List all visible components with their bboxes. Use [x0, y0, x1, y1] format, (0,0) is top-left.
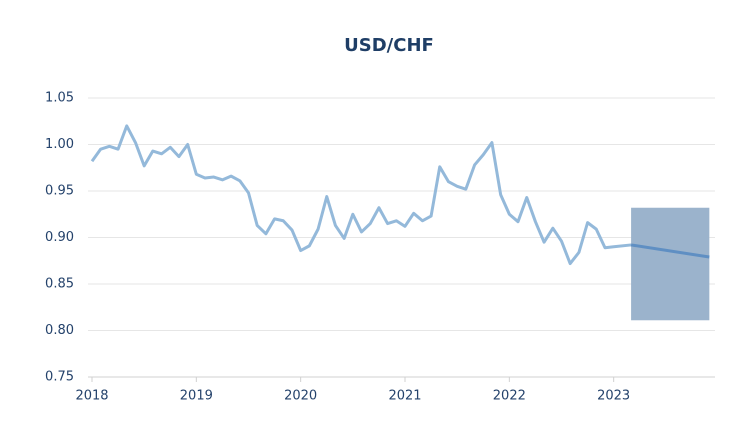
- forecast-range: [631, 207, 710, 321]
- x-tick-label: 2023: [597, 389, 630, 404]
- chart-title: USD/CHF: [344, 35, 434, 56]
- y-tick-label: 0.75: [45, 370, 74, 385]
- y-tick-label: 1.00: [45, 137, 74, 152]
- y-tick-label: 0.90: [45, 230, 74, 245]
- series-line: [630, 243, 710, 259]
- x-tick-label: 2018: [75, 389, 108, 404]
- x-tick-label: 2021: [388, 389, 421, 404]
- x-tick-label: 2020: [284, 389, 317, 404]
- series-line: [90, 124, 632, 266]
- y-tick-label: 0.80: [45, 323, 74, 338]
- y-tick-label: 0.95: [45, 184, 74, 199]
- y-tick-label: 0.85: [45, 277, 74, 292]
- y-tick-label: 1.05: [45, 91, 74, 106]
- x-tick-label: 2022: [493, 389, 526, 404]
- x-tick-label: 2019: [180, 389, 213, 404]
